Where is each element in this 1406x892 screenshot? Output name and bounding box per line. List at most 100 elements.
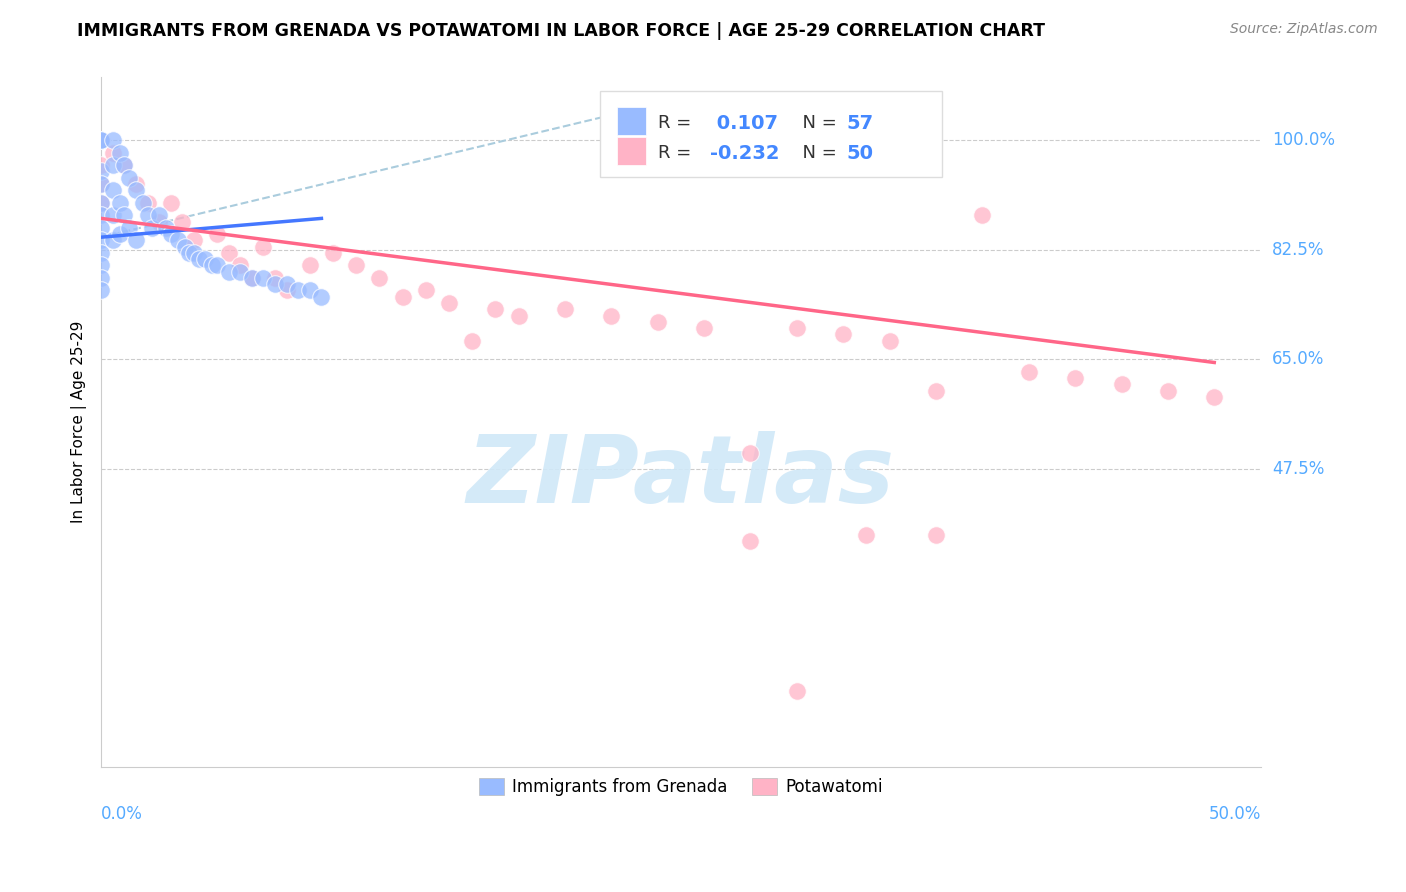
Point bbox=[125, 233, 148, 247]
Point bbox=[90, 133, 112, 147]
Point bbox=[172, 214, 194, 228]
Point bbox=[112, 158, 135, 172]
Point bbox=[125, 177, 148, 191]
Point bbox=[101, 145, 124, 160]
Point bbox=[600, 309, 623, 323]
Point bbox=[159, 195, 181, 210]
Point bbox=[136, 195, 159, 210]
Point bbox=[90, 133, 112, 147]
Point bbox=[118, 220, 141, 235]
Point bbox=[1157, 384, 1180, 398]
Point bbox=[155, 220, 177, 235]
Point bbox=[252, 271, 274, 285]
Point bbox=[298, 284, 321, 298]
Point bbox=[173, 239, 195, 253]
Point bbox=[344, 259, 367, 273]
Text: -0.232: -0.232 bbox=[710, 145, 779, 163]
Point bbox=[201, 259, 224, 273]
Point bbox=[90, 133, 112, 147]
Point bbox=[166, 233, 188, 247]
Point bbox=[112, 158, 135, 172]
Point bbox=[786, 684, 808, 698]
Text: 0.107: 0.107 bbox=[710, 114, 778, 133]
Point bbox=[740, 446, 762, 460]
Text: 57: 57 bbox=[846, 114, 873, 133]
Point bbox=[740, 534, 762, 549]
Point bbox=[194, 252, 217, 266]
Point bbox=[205, 227, 228, 241]
Point bbox=[298, 259, 321, 273]
Point bbox=[90, 164, 112, 178]
Point bbox=[252, 239, 274, 253]
Point bbox=[90, 208, 112, 222]
Text: R =: R = bbox=[658, 114, 697, 132]
Point bbox=[647, 315, 669, 329]
Point bbox=[90, 133, 112, 147]
Point bbox=[855, 528, 877, 542]
Text: N =: N = bbox=[792, 145, 842, 162]
Point bbox=[264, 271, 287, 285]
Point bbox=[90, 259, 112, 273]
Point bbox=[141, 220, 163, 235]
Point bbox=[90, 271, 112, 285]
Text: 50.0%: 50.0% bbox=[1208, 805, 1261, 823]
Point bbox=[925, 384, 948, 398]
Point bbox=[240, 271, 263, 285]
Point bbox=[1111, 377, 1133, 392]
Point bbox=[1018, 365, 1040, 379]
Point bbox=[90, 245, 112, 260]
Point bbox=[159, 227, 181, 241]
Point bbox=[90, 133, 112, 147]
Point bbox=[693, 321, 716, 335]
Point bbox=[368, 271, 391, 285]
Point bbox=[90, 133, 112, 147]
Point bbox=[322, 245, 344, 260]
Point bbox=[276, 284, 298, 298]
Point bbox=[90, 220, 112, 235]
Point bbox=[101, 158, 124, 172]
Point bbox=[264, 277, 287, 292]
Point bbox=[461, 334, 484, 348]
Point bbox=[101, 233, 124, 247]
Point bbox=[187, 252, 209, 266]
Point bbox=[90, 195, 112, 210]
Text: R =: R = bbox=[658, 145, 697, 162]
Point bbox=[925, 528, 948, 542]
Point bbox=[101, 208, 124, 222]
Point bbox=[90, 133, 112, 147]
Point bbox=[118, 170, 141, 185]
FancyBboxPatch shape bbox=[617, 107, 647, 135]
Point bbox=[90, 284, 112, 298]
Point bbox=[101, 183, 124, 197]
Point bbox=[218, 265, 240, 279]
Text: Source: ZipAtlas.com: Source: ZipAtlas.com bbox=[1230, 22, 1378, 37]
Point bbox=[125, 183, 148, 197]
Point bbox=[90, 195, 112, 210]
Text: 47.5%: 47.5% bbox=[1272, 460, 1324, 478]
Point bbox=[90, 133, 112, 147]
Text: N =: N = bbox=[792, 114, 842, 132]
Point bbox=[112, 208, 135, 222]
Point bbox=[1064, 371, 1087, 385]
Text: ZIPatlas: ZIPatlas bbox=[467, 431, 896, 523]
Point bbox=[108, 195, 131, 210]
Text: 100.0%: 100.0% bbox=[1272, 131, 1334, 149]
Legend: Immigrants from Grenada, Potawatomi: Immigrants from Grenada, Potawatomi bbox=[472, 772, 890, 803]
Text: 50: 50 bbox=[846, 145, 873, 163]
Point bbox=[1204, 390, 1226, 404]
Point bbox=[229, 265, 252, 279]
Point bbox=[437, 296, 460, 310]
Point bbox=[786, 321, 808, 335]
Point bbox=[832, 327, 855, 342]
Point bbox=[484, 302, 506, 317]
Y-axis label: In Labor Force | Age 25-29: In Labor Force | Age 25-29 bbox=[72, 321, 87, 524]
Point bbox=[183, 233, 205, 247]
Text: 82.5%: 82.5% bbox=[1272, 241, 1324, 259]
Point bbox=[148, 214, 170, 228]
Point bbox=[90, 133, 112, 147]
Point bbox=[90, 133, 112, 147]
Text: 65.0%: 65.0% bbox=[1272, 351, 1324, 368]
Text: IMMIGRANTS FROM GRENADA VS POTAWATOMI IN LABOR FORCE | AGE 25-29 CORRELATION CHA: IMMIGRANTS FROM GRENADA VS POTAWATOMI IN… bbox=[77, 22, 1045, 40]
Point bbox=[108, 145, 131, 160]
Text: 0.0%: 0.0% bbox=[101, 805, 143, 823]
